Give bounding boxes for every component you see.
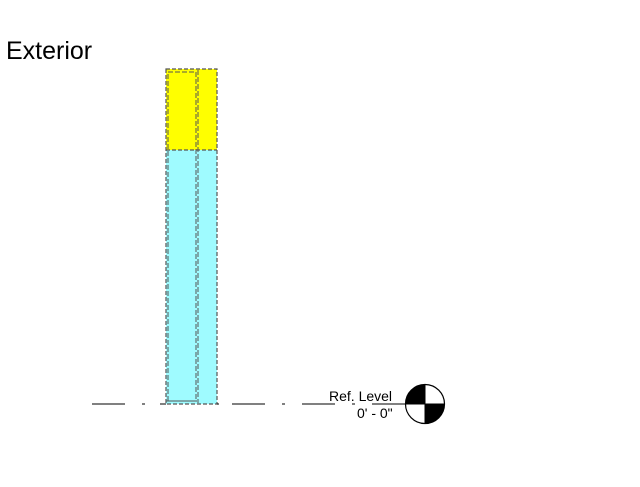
level-datum-icon[interactable] [404,383,446,425]
wall-outline [165,68,218,405]
view-title: Exterior [6,37,93,65]
reference-level-name: Ref. Level [329,388,393,404]
reference-level-elevation: 0' - 0" [357,405,393,421]
wall-lower-region[interactable] [166,150,217,404]
wall-upper-region[interactable] [166,69,217,150]
